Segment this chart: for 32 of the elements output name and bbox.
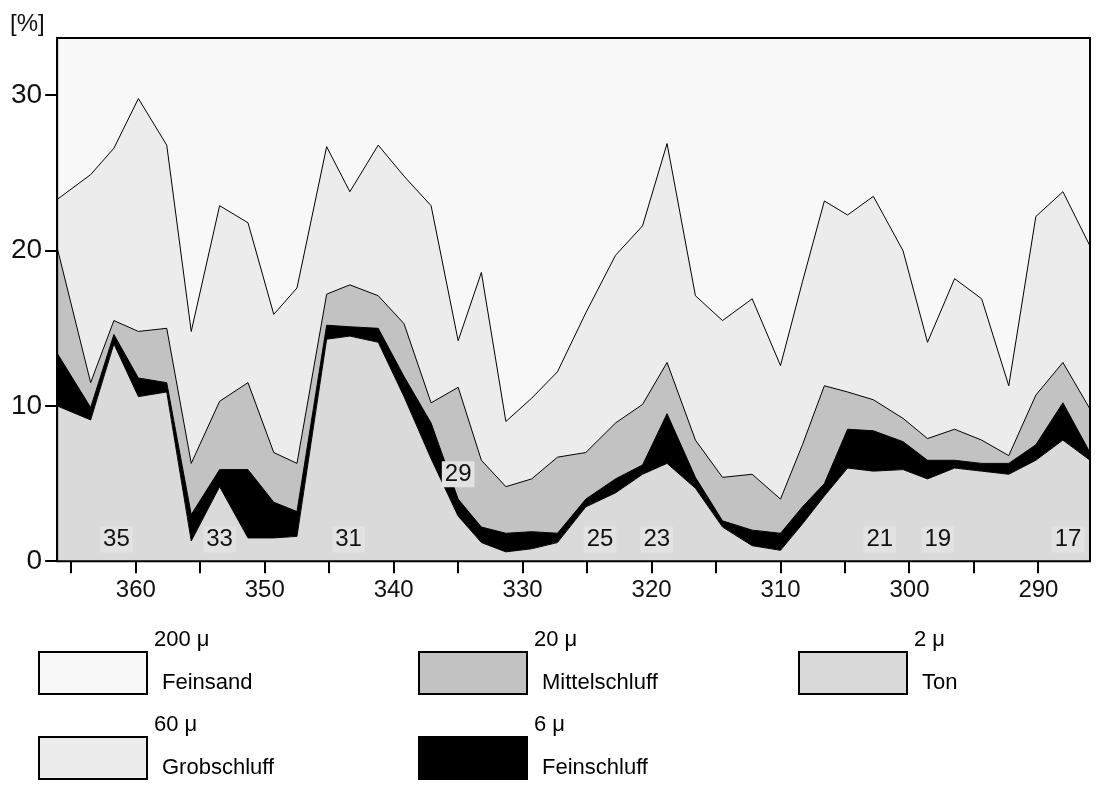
x-tick-label: 360 bbox=[115, 575, 156, 603]
y-tick-label: 10 bbox=[10, 388, 43, 420]
x-tick-label: 340 bbox=[373, 575, 414, 603]
annotation: 33 bbox=[206, 524, 233, 552]
annotation: 31 bbox=[335, 524, 362, 552]
legend-label: Mittelschluff bbox=[542, 669, 658, 695]
x-tick-label: 350 bbox=[244, 575, 285, 603]
x-tick-label: 300 bbox=[889, 575, 930, 603]
text: 60 μ bbox=[154, 711, 198, 737]
annotation: 17 bbox=[1054, 524, 1082, 552]
annotation: 21 bbox=[866, 524, 894, 552]
y-tick-label: 20 bbox=[10, 233, 43, 265]
y-tick-label: 0 bbox=[26, 543, 43, 575]
x-tick-label: 310 bbox=[760, 575, 801, 603]
annotation: 29 bbox=[444, 458, 472, 486]
legend-label: Feinsand bbox=[162, 669, 253, 695]
annotation: 35 bbox=[103, 524, 130, 552]
legend-label: Ton bbox=[922, 669, 958, 695]
x-tick-label: 290 bbox=[1018, 575, 1059, 603]
text: 2 μ bbox=[914, 626, 946, 652]
legend-label: Feinschluff bbox=[542, 754, 648, 780]
annotation: 23 bbox=[643, 524, 671, 552]
annotation: 19 bbox=[924, 524, 952, 552]
y-axis-title: [%] bbox=[10, 8, 45, 36]
text: 20 μ bbox=[534, 626, 578, 652]
y-tick-label: 30 bbox=[10, 78, 43, 110]
x-tick-label: 330 bbox=[502, 575, 543, 603]
text: 200 μ bbox=[154, 626, 210, 652]
annotation: 25 bbox=[586, 524, 614, 552]
x-tick-label: 320 bbox=[631, 575, 672, 603]
text: 6 μ bbox=[534, 711, 566, 737]
legend-label: Grobschluff bbox=[162, 754, 275, 780]
